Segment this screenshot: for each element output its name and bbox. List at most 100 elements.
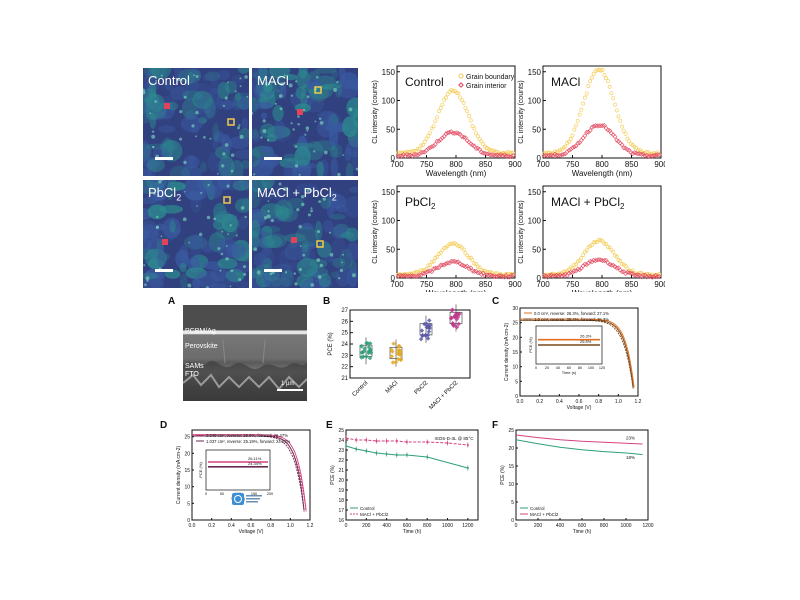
data-point bbox=[385, 440, 388, 442]
cl-grain bbox=[169, 165, 191, 176]
cl-grain bbox=[164, 81, 174, 91]
cl-bright-spot bbox=[323, 150, 328, 155]
y-tick-label: 50 bbox=[532, 245, 541, 254]
cl-map-0: Control bbox=[143, 68, 249, 176]
interior-point bbox=[424, 269, 429, 275]
x-tick-label: 850 bbox=[479, 160, 493, 169]
pce-point bbox=[426, 329, 432, 334]
interior-point bbox=[429, 144, 435, 150]
inset-x-tick-label: 0 bbox=[535, 366, 537, 370]
boundary-point bbox=[461, 100, 466, 105]
boundary-point bbox=[490, 148, 494, 153]
interior-point bbox=[461, 263, 467, 269]
cl-grain bbox=[234, 198, 249, 213]
y-tick-label: 0 bbox=[537, 154, 542, 163]
boundary-point bbox=[574, 123, 578, 128]
cl-grain bbox=[296, 257, 319, 277]
x-tick-label: 700 bbox=[536, 280, 550, 289]
boundary-point bbox=[614, 254, 619, 259]
boundary-point bbox=[472, 126, 477, 131]
cl-bright-spot bbox=[183, 95, 187, 99]
cl-bright-spot bbox=[337, 276, 341, 280]
x-tick-label: 1200 bbox=[462, 523, 473, 529]
cl-grain bbox=[143, 239, 153, 250]
interior-point bbox=[577, 267, 583, 273]
cl-grain bbox=[252, 69, 274, 80]
x-tick-label: 850 bbox=[479, 280, 493, 289]
boundary-point bbox=[558, 271, 563, 276]
cl-grain bbox=[336, 80, 358, 99]
y-axis-label: CL intensity (counts) bbox=[518, 200, 525, 264]
x-tick-label: 700 bbox=[536, 160, 550, 169]
legend-label: Control bbox=[530, 506, 545, 511]
interior-point bbox=[489, 273, 495, 279]
data-point bbox=[385, 453, 388, 455]
y-tick-label: 15 bbox=[184, 468, 190, 474]
cl-spectrum-0: 700 750 800 850 900 0 50 100 150 Wavelength (nm) C… bbox=[372, 65, 522, 178]
cl-bright-spot bbox=[295, 80, 298, 83]
x-tick-label: 1.2 bbox=[635, 399, 642, 405]
jv-curve-chart-d: 0.0 0.2 0.4 0.6 0.8 1.0 1.2 0 5 10 15 20 25 Voltage (… bbox=[176, 429, 314, 535]
interior-point bbox=[500, 153, 506, 159]
cl-grain bbox=[183, 155, 200, 169]
boundary-point bbox=[467, 255, 471, 260]
cl-grain bbox=[158, 125, 176, 134]
cl-grain bbox=[252, 219, 261, 238]
inset-x-tick-label: 80 bbox=[578, 366, 582, 370]
cl-grain bbox=[254, 101, 274, 110]
cl-grain bbox=[149, 181, 164, 191]
interior-point bbox=[580, 135, 586, 141]
cl-grain bbox=[260, 225, 273, 239]
boundary-point bbox=[627, 139, 632, 144]
legend-label-boundary: Grain boundary bbox=[466, 74, 515, 81]
cl-grain bbox=[258, 236, 276, 249]
y-tick-label: 5 bbox=[187, 501, 190, 507]
boundary-point bbox=[623, 263, 628, 268]
interior-point bbox=[501, 274, 507, 280]
cl-bright-spot bbox=[179, 110, 183, 114]
boundary-point bbox=[451, 89, 455, 94]
grain-interior-marker bbox=[291, 237, 297, 243]
boundary-point bbox=[568, 265, 573, 270]
cl-bright-spot bbox=[304, 133, 307, 136]
cl-grain bbox=[329, 145, 339, 159]
x-tick-label: 400 bbox=[382, 523, 391, 529]
x-tick-label: 700 bbox=[390, 280, 404, 289]
cl-bright-spot bbox=[187, 283, 192, 288]
interior-point bbox=[431, 143, 437, 149]
cl-bright-spot bbox=[262, 119, 266, 123]
interior-point bbox=[630, 151, 636, 157]
cl-bright-spot bbox=[307, 213, 311, 217]
interior-point bbox=[443, 131, 449, 137]
boundary-point bbox=[419, 143, 424, 148]
cl-bright-spot bbox=[143, 90, 146, 95]
y-tick-label: 25 bbox=[512, 321, 518, 327]
cl-bright-spot bbox=[161, 180, 163, 182]
inset-value-label: 26.3% bbox=[580, 334, 592, 339]
boundary-point bbox=[445, 92, 450, 97]
cl-bright-spot bbox=[296, 208, 300, 212]
pce-distribution-chart: 21 22 23 24 25 26 27 PCE (%) Control MACl PbCl2MAC… bbox=[328, 304, 471, 411]
y-tick-label: 10 bbox=[508, 482, 514, 488]
y-tick-label: 23 bbox=[338, 448, 344, 454]
interior-point bbox=[623, 271, 629, 277]
cl-bright-spot bbox=[315, 76, 319, 79]
pce-point bbox=[420, 332, 425, 338]
interior-point bbox=[498, 273, 504, 279]
cl-grain bbox=[143, 144, 152, 162]
y-tick-label: 0 bbox=[187, 518, 190, 524]
cl-bright-spot bbox=[230, 169, 234, 173]
interior-point bbox=[427, 145, 433, 151]
cl-bright-spot bbox=[269, 272, 273, 276]
cl-grain bbox=[220, 99, 234, 110]
interior-point bbox=[570, 145, 575, 151]
boundary-point bbox=[442, 97, 447, 102]
cl-bright-spot bbox=[216, 172, 219, 175]
cl-bright-spot bbox=[239, 77, 242, 80]
y-tick-label: 16 bbox=[338, 518, 344, 524]
x-tick-label: 600 bbox=[403, 523, 412, 529]
grain-interior-marker bbox=[164, 103, 170, 109]
cl-grain bbox=[234, 92, 242, 101]
x-tick-label: 750 bbox=[566, 280, 580, 289]
spectrum-title: Control bbox=[405, 75, 444, 89]
